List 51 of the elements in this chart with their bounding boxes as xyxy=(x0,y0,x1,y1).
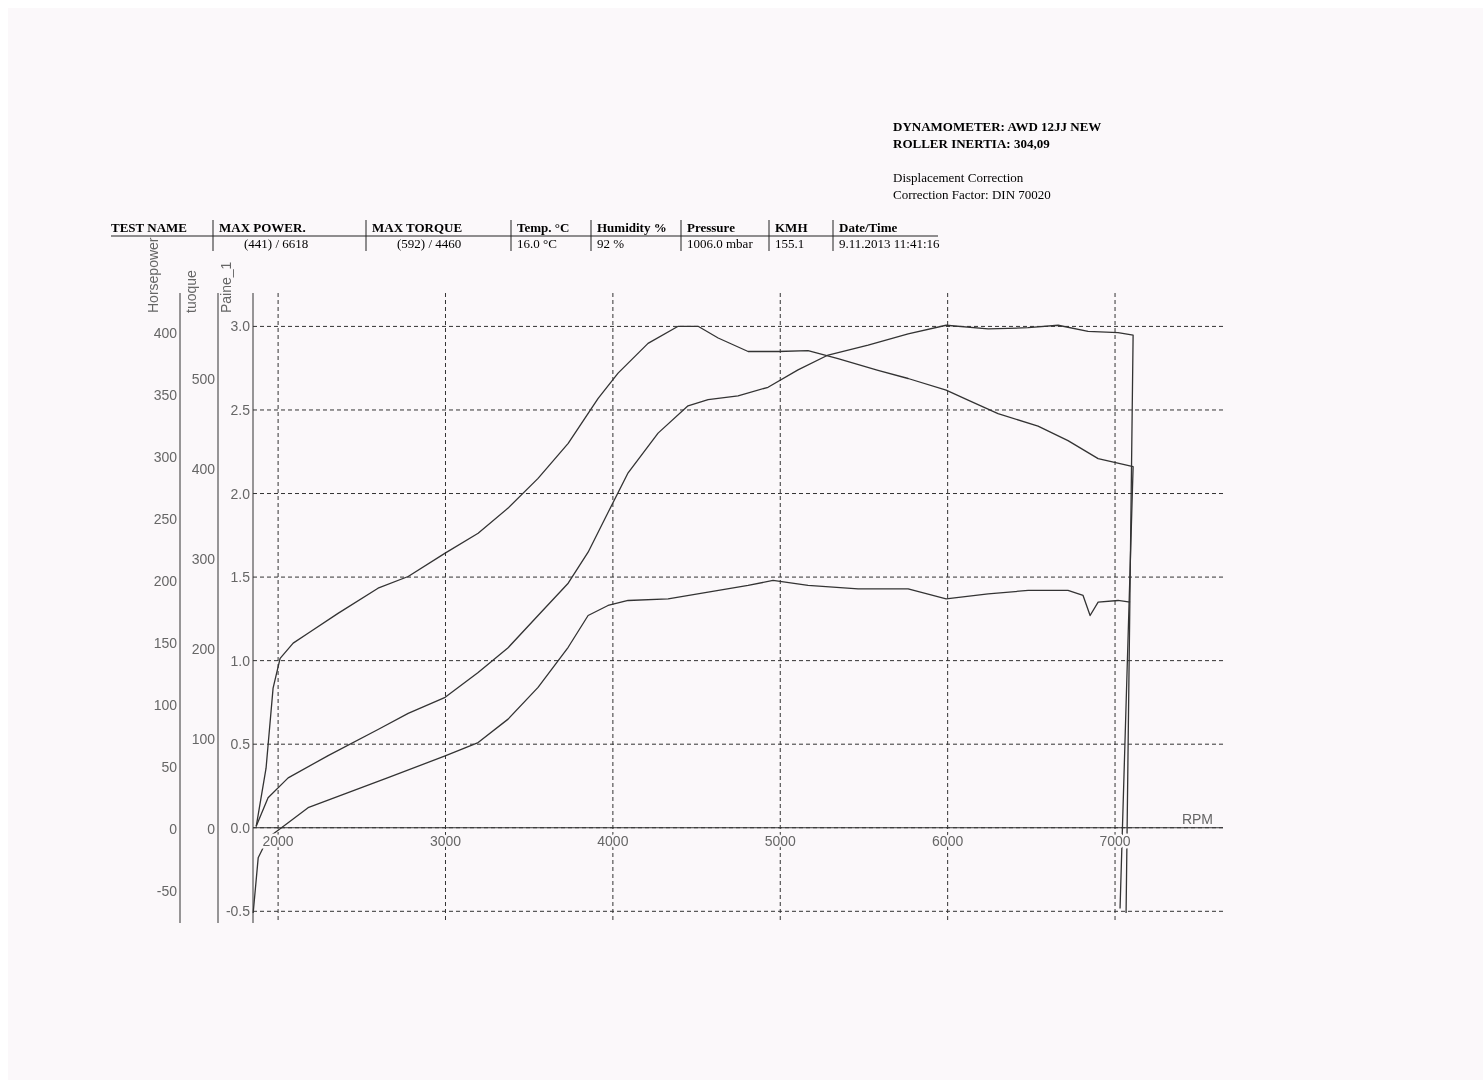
y-tick-label: 100 xyxy=(153,696,178,713)
text: 16.0 °C xyxy=(517,236,557,251)
x-tick-label: 3000 xyxy=(429,832,462,849)
text: Correction Factor: DIN 70020 xyxy=(893,187,1051,202)
y-tick-label: 200 xyxy=(153,572,178,589)
x-tick-label: 6000 xyxy=(932,832,964,849)
text: TEST NAME xyxy=(111,220,187,235)
y2-tick-label: 400 xyxy=(191,461,216,478)
text: Date/Time xyxy=(839,220,898,235)
y3-tick-label: 2.5 xyxy=(230,401,251,418)
y2-axis-title: tuoque xyxy=(183,269,199,313)
text: 1006.0 mbar xyxy=(687,236,754,251)
text: (592) / 4460 xyxy=(397,236,462,251)
text: DYNAMOMETER: AWD 12JJ NEW xyxy=(893,119,1102,134)
y-tick-label: 300 xyxy=(153,448,178,465)
y3-axis-title: Paine_1 xyxy=(218,261,234,313)
y-tick-label: 400 xyxy=(153,324,178,341)
text: ROLLER INERTIA: 304,09 xyxy=(893,136,1051,151)
y2-tick-label: 0 xyxy=(207,821,216,838)
text: Humidity % xyxy=(597,220,667,235)
y-axis-title: Horsepower xyxy=(145,237,161,313)
text: KMH xyxy=(775,220,808,235)
text: Displacement Correction xyxy=(893,170,1024,185)
x-tick-label: 5000 xyxy=(764,832,797,849)
y3-tick-label: 1.0 xyxy=(230,652,251,669)
y2-tick-label: 200 xyxy=(191,641,216,658)
y-tick-label: 50 xyxy=(161,758,178,775)
y2-tick-label: 100 xyxy=(191,731,216,748)
y3-tick-label: 0.5 xyxy=(230,736,251,753)
y2-tick-label: 300 xyxy=(191,551,216,568)
text: MAX TORQUE xyxy=(372,220,463,235)
x-axis-title: RPM xyxy=(1181,810,1213,827)
text: MAX POWER. xyxy=(219,220,306,235)
y-tick-label: 350 xyxy=(153,386,178,403)
text: 155.1 xyxy=(775,236,805,251)
y2-tick-label: 500 xyxy=(191,371,216,388)
y3-tick-label: 2.0 xyxy=(230,485,251,502)
x-tick-label: 4000 xyxy=(597,832,629,849)
y-tick-label: 250 xyxy=(153,510,178,527)
y3-tick-label: 1.5 xyxy=(230,569,251,586)
y3-tick-label: 3.0 xyxy=(230,318,251,335)
text: Pressure xyxy=(687,220,736,235)
y-tick-label: 150 xyxy=(153,634,178,651)
text: (441) / 6618 xyxy=(244,236,309,251)
y-tick-label: 0 xyxy=(169,820,178,837)
y3-tick-label: 0.0 xyxy=(230,819,251,836)
y3-tick-label: -0.5 xyxy=(225,903,251,920)
y-tick-label: -50 xyxy=(156,882,178,899)
text: 9.11.2013 11:41:16 xyxy=(839,236,941,251)
text: Temp. °C xyxy=(517,220,570,235)
text: 92 % xyxy=(597,236,625,251)
